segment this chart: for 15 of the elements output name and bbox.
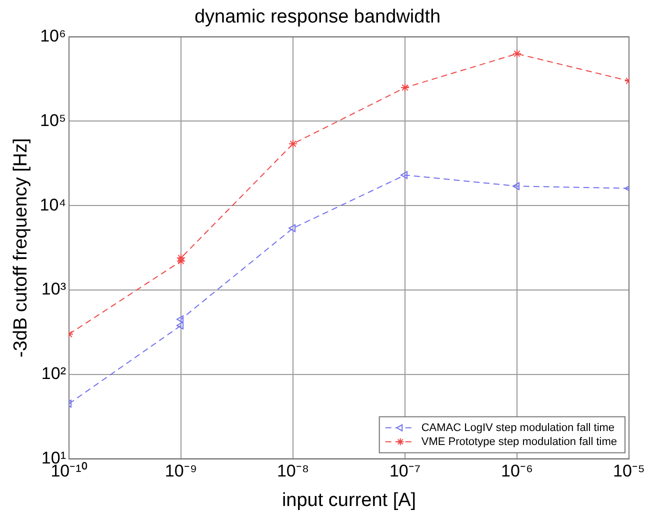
x-axis-title: input current [A] [282, 490, 416, 511]
x-tick-label: 10⁻⁶ [501, 462, 533, 481]
x-tick-label: 10⁻⁹ [164, 462, 198, 481]
x-tick-label: 10⁻⁵ [613, 462, 645, 481]
x-tick-label: 10⁻⁸ [276, 462, 310, 481]
y-tick-label: 10² [41, 364, 66, 384]
chart-title: dynamic response bandwidth [194, 6, 441, 28]
y-tick-label: 10⁶ [40, 26, 66, 46]
y-axis-title: -3dB cutoff frequency [Hz] [10, 138, 32, 358]
x-tick-label: 10⁻⁷ [389, 462, 421, 481]
y-tick-label: 10⁴ [40, 195, 66, 214]
legend-label: VME Prototype step modulation fall time [421, 436, 618, 448]
legend-label: CAMAC LogIV step modulation fall time [421, 422, 615, 434]
y-tick-label: 10³ [41, 280, 66, 299]
y-tick-label: 10⁵ [40, 110, 66, 130]
